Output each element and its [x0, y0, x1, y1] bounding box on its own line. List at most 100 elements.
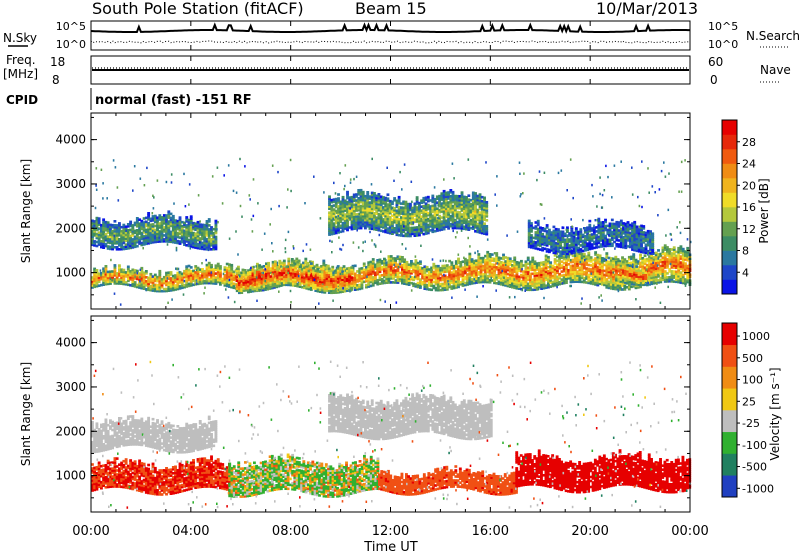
- scatter-cell: [346, 218, 349, 222]
- scatter-cell: [355, 205, 358, 208]
- scatter-cell: [639, 283, 642, 287]
- scatter-cell: [553, 276, 557, 279]
- scatter-cell: [325, 267, 329, 270]
- scatter-cell: [493, 273, 496, 277]
- scatter-cell: [621, 258, 624, 261]
- scatter-cell: [462, 217, 466, 221]
- scatter-cell: [312, 268, 315, 272]
- scatter-cell: [456, 206, 459, 210]
- scatter-cell: [418, 213, 421, 217]
- scatter-cell: [256, 284, 259, 288]
- scatter-cell: [401, 256, 404, 259]
- scatter-cell: [348, 212, 352, 215]
- scatter-cell: [386, 199, 390, 202]
- scatter-cell: [520, 273, 523, 277]
- scatter-cell: [374, 281, 377, 285]
- scatter-cell: [444, 203, 448, 207]
- scatter-cell: [298, 267, 302, 270]
- scatter-cell: [424, 204, 428, 207]
- scatter-cell: [242, 289, 246, 292]
- scatter-cell: [641, 261, 645, 264]
- scatter-cell: [397, 221, 401, 225]
- scatter-cell: [341, 229, 345, 233]
- scatter-cell: [409, 234, 412, 238]
- scatter-cell: [420, 215, 424, 218]
- scatter-cell: [438, 228, 442, 232]
- scatter-cell: [375, 226, 379, 229]
- scatter-cell: [334, 215, 338, 219]
- scatter-cell: [93, 279, 97, 283]
- scatter-cell: [652, 278, 656, 281]
- scatter-cell: [265, 266, 268, 269]
- scatter-cell: [232, 270, 236, 274]
- scatter-cell: [605, 272, 609, 275]
- scatter-cell: [493, 265, 496, 269]
- scatter-cell: [369, 266, 373, 270]
- scatter-cell: [249, 270, 253, 273]
- scatter-cell: [113, 282, 117, 285]
- scatter-cell: [535, 280, 539, 283]
- scatter-cell: [393, 209, 397, 212]
- scatter-cell: [623, 288, 627, 291]
- scatter-cell: [370, 227, 374, 231]
- scatter-cell: [271, 268, 275, 272]
- scatter-cell: [452, 270, 456, 274]
- scatter-cell: [370, 213, 374, 217]
- scatter-cell: [681, 251, 685, 255]
- scatter-cell: [387, 269, 391, 272]
- scatter-cell: [486, 258, 490, 262]
- scatter-cell: [681, 267, 685, 271]
- scatter-cell: [686, 274, 690, 278]
- scatter-cell: [603, 259, 606, 263]
- scatter-cell: [506, 282, 510, 286]
- scatter-cell: [273, 282, 277, 285]
- scatter-cell: [444, 197, 448, 201]
- scatter-cell: [343, 281, 347, 285]
- scatter-cell: [686, 278, 690, 282]
- scatter-cell: [431, 228, 435, 232]
- scatter-cell: [508, 285, 512, 288]
- scatter-cell: [423, 271, 427, 274]
- scatter-cell: [258, 272, 262, 275]
- scatter-cell: [459, 281, 463, 284]
- scatter-cell: [670, 264, 674, 267]
- scatter-cell: [345, 283, 349, 286]
- scatter-cell: [269, 285, 273, 288]
- scatter-cell: [356, 284, 359, 287]
- scatter-cell: [470, 278, 474, 281]
- scatter-cell: [542, 283, 546, 286]
- scatter-cell: [513, 280, 517, 284]
- scatter-cell: [415, 220, 419, 223]
- scatter-cell: [448, 279, 452, 283]
- scatter-cell: [425, 265, 429, 269]
- scatter-cell: [681, 265, 685, 269]
- scatter-cell: [553, 274, 557, 277]
- scatter-cell: [553, 284, 557, 287]
- scatter-cell: [337, 205, 340, 208]
- scatter-cell: [409, 202, 412, 206]
- scatter-cell: [567, 269, 571, 272]
- scatter-cell: [290, 258, 294, 261]
- scatter-cell: [650, 278, 654, 282]
- scatter-cell: [429, 199, 433, 202]
- scatter-cell: [242, 279, 246, 282]
- scatter-cell: [280, 273, 284, 277]
- scatter-cell: [367, 263, 371, 266]
- scatter-cell: [670, 276, 674, 279]
- scatter-cell: [569, 274, 573, 278]
- scatter-cell: [616, 282, 620, 285]
- scatter-cell: [367, 271, 371, 274]
- scatter-cell: [542, 285, 546, 288]
- scatter-cell: [400, 202, 403, 205]
- scatter-cell: [404, 204, 408, 208]
- scatter-cell: [305, 275, 309, 278]
- scatter-cell: [345, 273, 349, 276]
- scatter-cell: [386, 217, 390, 220]
- scatter-cell: [339, 208, 343, 212]
- scatter-cell: [553, 266, 557, 269]
- scatter-cell: [318, 276, 322, 279]
- scatter-cell: [312, 278, 315, 282]
- scatter-cell: [350, 219, 354, 223]
- scatter-cell: [576, 254, 580, 257]
- scatter-cell: [424, 224, 428, 227]
